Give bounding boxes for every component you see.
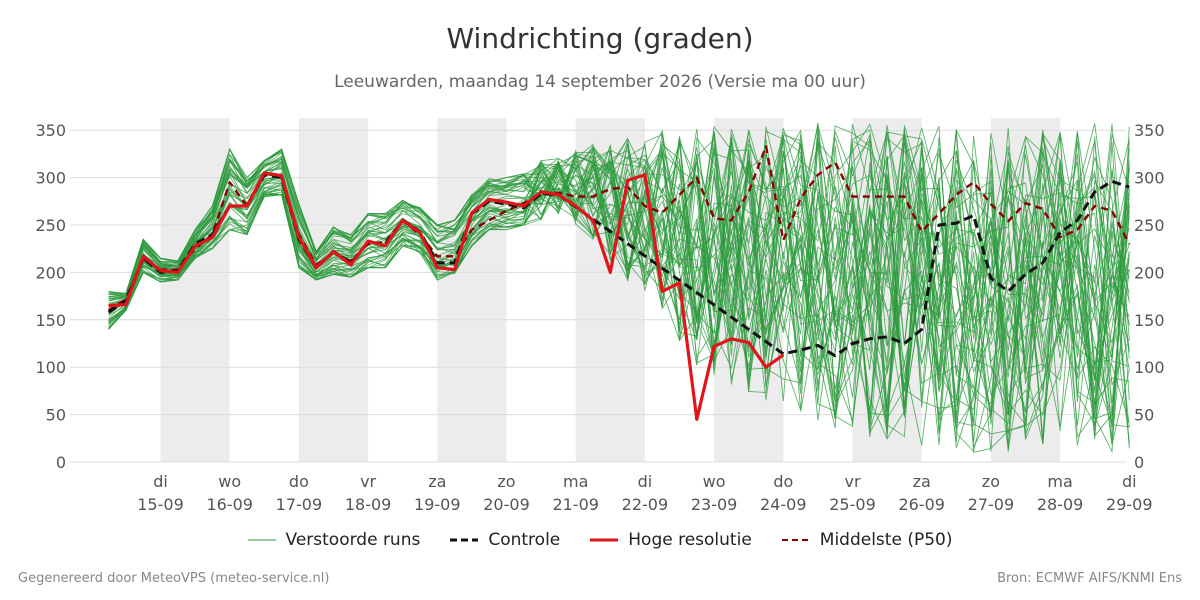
legend-item-control[interactable]: Controle <box>450 530 560 550</box>
x-tick-date: 28-09 <box>1037 495 1084 514</box>
footer-generated-by: Gegenereerd door MeteoVPS (meteo-service… <box>18 571 330 586</box>
median-line <box>107 145 1131 312</box>
control-line <box>107 173 1130 358</box>
legend-label-control: Controle <box>488 530 561 550</box>
x-tick-day: zo <box>497 472 515 491</box>
y-tick-label-right: 250 <box>1134 216 1165 235</box>
footer-source: Bron: ECMWF AIFS/KNMI Ens <box>997 571 1182 586</box>
x-tick-day: do <box>289 472 309 491</box>
legend: Verstoorde runs Controle Hoge resolutie … <box>0 530 1200 550</box>
main-series-lines <box>107 145 1131 421</box>
x-tick-date: 26-09 <box>898 495 945 514</box>
y-tick-label-right: 150 <box>1134 311 1165 330</box>
x-tick-date: 25-09 <box>829 495 876 514</box>
y-tick-label-left: 250 <box>35 216 66 235</box>
ensemble-member-line <box>108 136 1130 452</box>
legend-swatch-hires <box>590 538 619 542</box>
y-tick-label-left: 350 <box>35 121 66 140</box>
hires-line <box>108 171 785 421</box>
ensemble-member-line <box>108 124 1130 428</box>
y-tick-label-left: 100 <box>35 358 66 377</box>
legend-item-hires[interactable]: Hoge resolutie <box>590 530 752 550</box>
x-tick-day: wo <box>218 472 241 491</box>
ensemble-member-line <box>108 137 1130 448</box>
legend-item-median[interactable]: Middelste (P50) <box>781 530 953 550</box>
y-tick-label-left: 300 <box>35 169 66 188</box>
y-tick-label-right: 50 <box>1134 406 1154 425</box>
x-tick-day: di <box>638 472 653 491</box>
x-tick-date: 29-09 <box>1106 495 1153 514</box>
x-tick-day: di <box>153 472 168 491</box>
x-tick-date: 18-09 <box>345 495 392 514</box>
x-tick-date: 22-09 <box>622 495 669 514</box>
x-tick-day: za <box>428 472 446 491</box>
ensemble-member-line <box>108 135 1130 418</box>
legend-swatch-control <box>450 538 479 542</box>
legend-label-hires: Hoge resolutie <box>628 530 752 550</box>
x-tick-date: 17-09 <box>276 495 323 514</box>
x-tick-date: 20-09 <box>483 495 530 514</box>
axis-labels: 0 0 50 50 100 100 150 150 200 200 250 250 300 300 350 3… <box>35 121 1164 514</box>
ensemble-member-line <box>108 140 1130 437</box>
x-tick-date: 27-09 <box>968 495 1015 514</box>
ensemble-member-line <box>108 137 1130 446</box>
shade-band <box>298 118 369 462</box>
legend-swatch-ensemble <box>247 539 276 541</box>
x-tick-date: 24-09 <box>760 495 807 514</box>
ensemble-member-line <box>108 129 1130 446</box>
ensemble-member-line <box>108 131 1130 402</box>
legend-label-ensemble: Verstoorde runs <box>285 530 421 550</box>
x-tick-day: wo <box>703 472 726 491</box>
x-tick-date: 19-09 <box>414 495 461 514</box>
x-tick-date: 21-09 <box>552 495 599 514</box>
x-tick-date: 23-09 <box>691 495 738 514</box>
x-tick-day: ma <box>1047 472 1072 491</box>
x-tick-day: vr <box>844 472 860 491</box>
x-tick-day: ma <box>563 472 588 491</box>
y-tick-label-right: 100 <box>1134 358 1165 377</box>
legend-item-ensemble[interactable]: Verstoorde runs <box>247 530 421 550</box>
shade-band <box>437 118 507 462</box>
y-tick-label-left: 150 <box>35 311 66 330</box>
chart-subtitle: Leeuwarden, maandag 14 september 2026 (V… <box>334 72 866 92</box>
y-tick-label-right: 300 <box>1134 169 1165 188</box>
shade-band <box>160 118 230 462</box>
legend-swatch-median <box>781 539 810 541</box>
x-tick-day: di <box>1122 472 1137 491</box>
y-tick-label-left: 200 <box>35 263 66 282</box>
x-tick-date: 16-09 <box>206 495 253 514</box>
y-tick-label-right: 200 <box>1134 263 1165 282</box>
x-tick-day: za <box>913 472 931 491</box>
ensemble-member-line <box>108 122 1130 423</box>
legend-label-median: Middelste (P50) <box>819 530 953 550</box>
x-tick-day: zo <box>982 472 1000 491</box>
chart-title: Windrichting (graden) <box>446 22 754 55</box>
y-tick-label-left: 0 <box>56 453 66 472</box>
y-tick-label-right: 350 <box>1134 121 1165 140</box>
y-tick-label-right: 0 <box>1134 453 1144 472</box>
x-tick-date: 15-09 <box>137 495 184 514</box>
ensemble-member-line <box>108 126 1130 430</box>
x-tick-day: vr <box>360 472 376 491</box>
x-tick-day: do <box>773 472 793 491</box>
y-tick-label-left: 50 <box>46 406 66 425</box>
